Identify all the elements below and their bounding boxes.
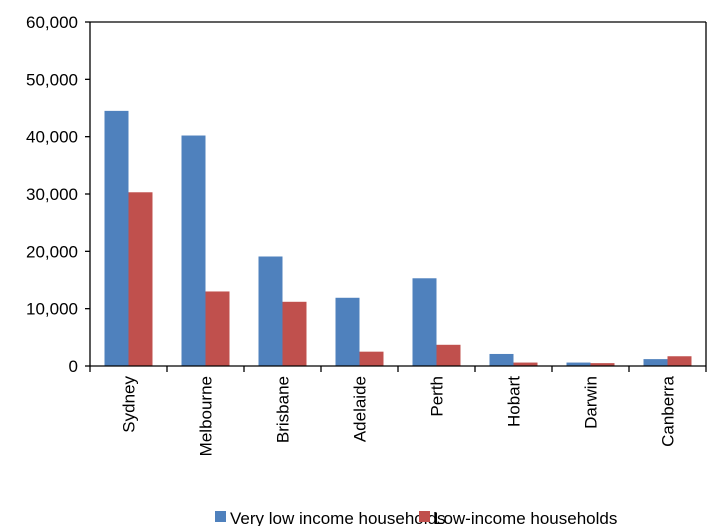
- x-category-label: Perth: [428, 376, 447, 417]
- x-category-label: Adelaide: [351, 376, 370, 442]
- bar-very-low-income-melbourne: [181, 135, 206, 366]
- bar-very-low-income-brisbane: [258, 256, 283, 366]
- x-category-label: Sydney: [120, 376, 139, 433]
- legend-swatch: [215, 511, 226, 522]
- plot-frame: [90, 21, 707, 366]
- x-category-label: Brisbane: [274, 376, 293, 443]
- bar-very-low-income-sydney: [104, 110, 129, 366]
- bar-low-income-adelaide: [359, 351, 384, 366]
- x-category-label: Darwin: [582, 376, 601, 429]
- x-category-label: Canberra: [659, 375, 678, 446]
- y-tick-label: 20,000: [26, 242, 78, 261]
- legend-label: Low-income households: [434, 509, 617, 526]
- bar-low-income-perth: [436, 344, 461, 366]
- x-category-label: Hobart: [505, 376, 524, 427]
- bar-low-income-sydney: [128, 192, 153, 366]
- bar-low-income-brisbane: [282, 301, 307, 366]
- bar-very-low-income-adelaide: [335, 297, 360, 366]
- bar-low-income-hobart: [513, 362, 538, 366]
- bar-low-income-darwin: [590, 363, 615, 366]
- x-category-label: Melbourne: [197, 376, 216, 456]
- y-tick-label: 10,000: [26, 300, 78, 319]
- x-axis: Sydney Melbourne Brisbane Adelaide Perth Hoba…: [89, 365, 707, 456]
- legend-label: Very low income households: [230, 509, 445, 526]
- bar-very-low-income-canberra: [643, 359, 668, 366]
- y-tick-label: 40,000: [26, 128, 78, 147]
- y-tick-label: 30,000: [26, 185, 78, 204]
- bar-very-low-income-darwin: [566, 362, 591, 366]
- bar-low-income-melbourne: [205, 291, 230, 366]
- legend-swatch: [419, 511, 430, 522]
- y-tick-label: 50,000: [26, 70, 78, 89]
- bar-low-income-canberra: [667, 356, 692, 366]
- y-tick-label: 0: [69, 357, 78, 376]
- bar-very-low-income-hobart: [489, 353, 514, 366]
- y-axis: 0 10,000 20,000 30,000 40,000 50,000 60,000: [26, 13, 91, 376]
- bars: [104, 110, 692, 366]
- bar-very-low-income-perth: [412, 278, 437, 366]
- y-tick-label: 60,000: [26, 13, 78, 32]
